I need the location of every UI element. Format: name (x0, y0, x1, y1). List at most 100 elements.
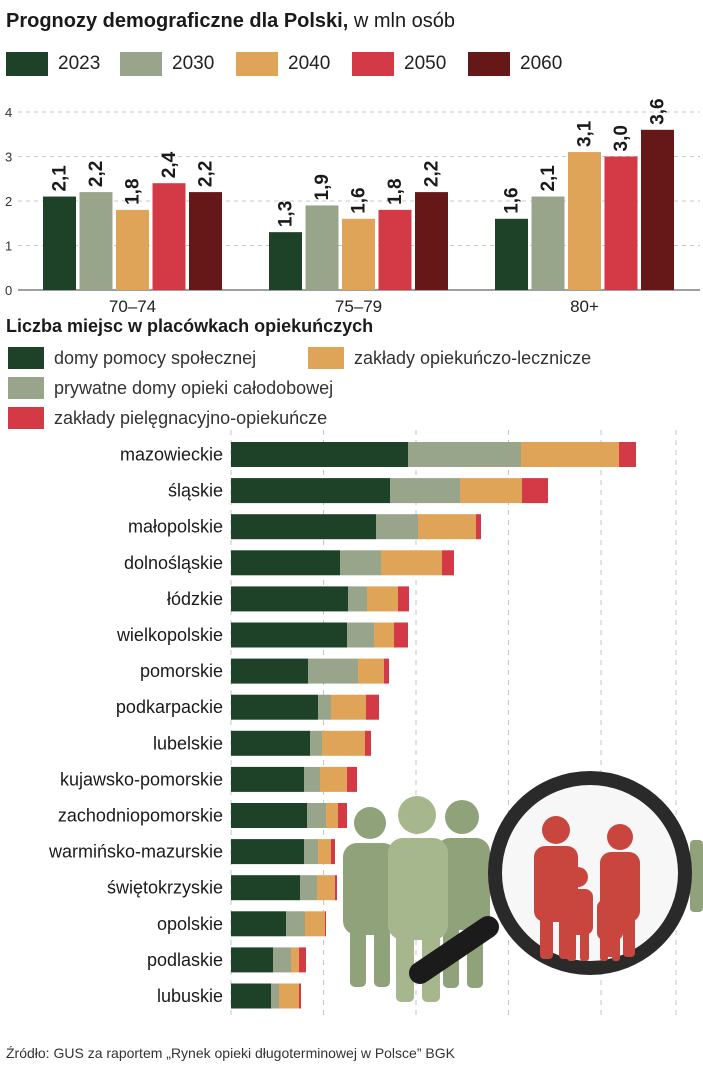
bar-segment-podkarpackie-2 (331, 694, 366, 720)
y-tick-label: 2 (5, 194, 12, 209)
legend-label-2040: 2040 (288, 53, 331, 74)
region-label: opolskie (157, 914, 223, 934)
person-head-icon (601, 880, 619, 898)
bar-70–74-2030 (79, 192, 113, 290)
bar-segment-łódzkie-0 (231, 586, 348, 612)
region-label: pomorskie (140, 661, 223, 681)
data-label: 2,2 (196, 161, 217, 187)
region-label: małopolskie (128, 517, 223, 537)
bar-70–74-2023 (43, 196, 76, 290)
bar-segment-podlaskie-1 (273, 947, 291, 973)
region-label: lubelskie (153, 733, 223, 753)
bar-segment-kujawsko-pomorskie-1 (304, 766, 320, 792)
bar-segment-zachodniopomorskie-2 (326, 803, 338, 828)
bar-segment-kujawsko-pomorskie-2 (320, 766, 347, 792)
bar-segment-warmińsko-mazurskie-0 (231, 839, 304, 865)
chart1-title: Prognozy demograficzne dla Polski, w mln… (6, 10, 455, 33)
bar-segment-pomorskie-0 (231, 658, 308, 684)
bar-segment-kujawsko-pomorskie-0 (231, 766, 304, 792)
bar-segment-wielkopolskie-3 (394, 622, 408, 648)
person-head-icon (398, 796, 436, 834)
legend-label-zaklady-opiekunczo-lecznicze: zakłady opiekuńczo-lecznicze (354, 347, 592, 368)
y-tick-label: 3 (5, 150, 12, 165)
care-places-stacked-bar-chart: mazowieckie śląskie małopolskie dolnośląski… (48, 430, 703, 1020)
bar-75–79-2023 (269, 232, 302, 290)
bar-segment-małopolskie-2 (418, 514, 476, 540)
bar-segment-wielkopolskie-0 (231, 622, 347, 648)
x-category-label: 80+ (570, 297, 599, 316)
bar-segment-podlaskie-2 (291, 947, 299, 973)
y-tick-label: 4 (5, 105, 12, 120)
bar-75–79-2060 (415, 192, 448, 290)
bar-75–79-2040 (342, 218, 375, 290)
bar-segment-małopolskie-3 (476, 514, 481, 540)
red-family-icon (534, 816, 640, 961)
legend-label-2050: 2050 (404, 53, 447, 74)
chart2-bars (231, 442, 636, 1009)
legend-swatch-prywatne-domy (8, 377, 44, 399)
region-label: kujawsko-pomorskie (60, 769, 223, 789)
legend-item-2040: 2040 (236, 50, 330, 78)
legend-item-2023: 2023 (6, 50, 100, 78)
bar-segment-dolnośląskie-0 (231, 550, 340, 576)
bar-segment-zachodniopomorskie-1 (307, 803, 326, 828)
bar-segment-lubelskie-3 (365, 730, 371, 756)
bar-segment-lubelskie-0 (231, 730, 310, 756)
bar-75–79-2050 (378, 209, 412, 290)
region-label: śląskie (168, 481, 223, 501)
bar-segment-lubelskie-2 (322, 730, 365, 756)
bar-segment-podkarpackie-1 (318, 694, 331, 720)
data-label: 1,8 (385, 178, 406, 204)
bar-segment-lubuskie-2 (279, 983, 299, 1009)
chart1-y-ticks: 0 1 2 3 4 (5, 105, 12, 298)
region-label: lubuskie (157, 986, 223, 1006)
bar-segment-śląskie-3 (522, 478, 548, 504)
person-head-icon (607, 824, 633, 850)
person-leg-icon (540, 915, 553, 959)
data-label: 1,9 (312, 174, 333, 200)
chart1-title-bold: Prognozy demograficzne dla Polski, (6, 10, 349, 32)
region-label: podkarpackie (116, 697, 223, 717)
person-leg-icon (396, 930, 414, 1002)
person-body-icon (436, 838, 490, 930)
bar-70–74-2050 (152, 183, 186, 290)
data-label: 3,6 (648, 98, 669, 124)
data-label: 1,8 (123, 178, 144, 204)
bar-80+-2030 (531, 196, 565, 290)
y-tick-label: 1 (5, 239, 12, 254)
bar-segment-śląskie-2 (460, 478, 522, 504)
data-label: 1,6 (502, 187, 523, 213)
bar-segment-warmińsko-mazurskie-3 (331, 839, 335, 865)
bar-segment-wielkopolskie-1 (347, 622, 374, 648)
bar-80+-2060 (641, 129, 674, 290)
data-label: 3,1 (575, 120, 596, 147)
bar-segment-mazowieckie-0 (231, 442, 408, 467)
person-body-icon (597, 900, 623, 940)
chart1-bars (43, 129, 674, 290)
legend-label-2023: 2023 (58, 53, 101, 74)
region-label: mazowieckie (120, 445, 223, 465)
person-partial-icon (690, 840, 703, 912)
bar-segment-kujawsko-pomorskie-3 (347, 766, 357, 792)
bar-segment-zachodniopomorskie-3 (338, 803, 347, 828)
person-body-icon (388, 838, 448, 940)
region-label: świętokrzyskie (107, 878, 223, 898)
legend-label-2060: 2060 (520, 53, 563, 74)
legend-swatch-2023 (6, 52, 48, 76)
legend-swatch-2040 (236, 52, 278, 76)
bar-80+-2050 (604, 156, 638, 290)
region-label: wielkopolskie (116, 625, 223, 645)
legend-swatch-zaklady-pielegnacyjno (8, 407, 44, 429)
chart1-x-categories: 70–74 75–79 80+ (109, 297, 599, 316)
person-head-icon (445, 800, 479, 834)
region-label: podlaskie (147, 950, 223, 970)
legend-label-domy-pomocy: domy pomocy społecznej (54, 347, 257, 368)
legend-label-prywatne-domy: prywatne domy opieki całodobowej (54, 377, 334, 398)
x-category-label: 70–74 (109, 297, 156, 316)
person-head-icon (542, 816, 570, 844)
bar-segment-pomorskie-3 (384, 658, 389, 684)
bar-segment-opolskie-0 (231, 911, 286, 937)
bar-70–74-2040 (116, 209, 149, 290)
source-note: Źródło: GUS za raportem „Rynek opieki dł… (6, 1045, 455, 1061)
